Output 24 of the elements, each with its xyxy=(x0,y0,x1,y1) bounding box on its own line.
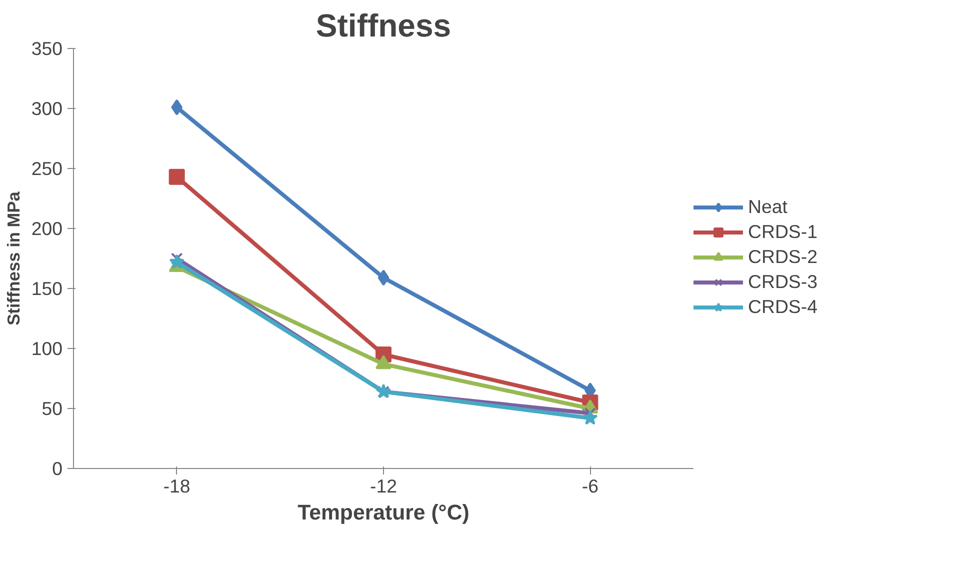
legend-label: CRDS-4 xyxy=(748,296,818,318)
point xyxy=(169,254,184,269)
legend-label: CRDS-2 xyxy=(748,246,818,268)
y-tick-label: 200 xyxy=(31,218,63,239)
legend-label: CRDS-3 xyxy=(748,271,818,293)
y-axis-title: Stiffness in MPa xyxy=(3,191,24,326)
y-tick-label: 150 xyxy=(31,278,63,299)
y-tick-label: 0 xyxy=(52,458,63,479)
point xyxy=(378,270,390,286)
legend-label: Neat xyxy=(748,196,788,218)
y-tick-label: 300 xyxy=(31,98,63,119)
legend-label: CRDS-1 xyxy=(748,221,818,243)
x-axis-title: Temperature (°C) xyxy=(298,500,470,524)
chart-title: Stiffness xyxy=(316,8,452,44)
point xyxy=(170,252,183,264)
x-tick-label: -18 xyxy=(163,476,190,496)
point xyxy=(582,410,598,425)
y-tick-label: 100 xyxy=(31,338,63,359)
y-tick-label: 250 xyxy=(31,158,63,179)
x-tick-label: -6 xyxy=(582,476,598,496)
y-tick-label: 50 xyxy=(42,398,63,419)
x-tick-label: -12 xyxy=(370,476,397,496)
y-tick-label: 350 xyxy=(31,38,63,59)
point xyxy=(168,168,185,185)
